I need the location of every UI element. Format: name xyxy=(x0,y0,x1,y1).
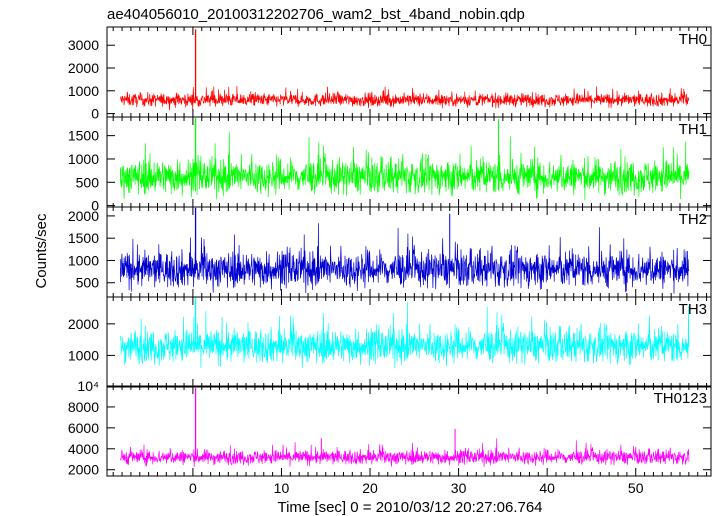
panel-label-th2: TH2 xyxy=(679,211,707,228)
panel-frame-th2 xyxy=(106,206,712,298)
y-tick-label: 1000 xyxy=(68,347,99,363)
y-tick-label: 2000 xyxy=(68,316,99,332)
panel-label-th0123: TH0123 xyxy=(654,390,707,407)
y-tick-label: 500 xyxy=(76,174,100,190)
y-tick-label: 1500 xyxy=(68,230,99,246)
y-tick-label-top: 10⁴ xyxy=(77,378,99,394)
y-tick-label: 2000 xyxy=(68,60,99,76)
y-tick-label: 0 xyxy=(91,106,99,122)
series-th2 xyxy=(119,223,690,294)
y-tick-label: 0 xyxy=(91,198,99,214)
y-tick-label: 1000 xyxy=(68,83,99,99)
y-tick-label: 1000 xyxy=(68,252,99,268)
series-th0 xyxy=(119,85,690,111)
panels-group: TH00100020003000TH1050010001500TH2500100… xyxy=(68,26,712,496)
x-tick-label: 40 xyxy=(539,480,555,496)
y-axis-label: Counts/sec xyxy=(33,213,50,289)
x-tick-label: 50 xyxy=(628,480,644,496)
y-tick-label: 8000 xyxy=(68,399,99,415)
y-tick-label: 2000 xyxy=(68,462,99,478)
chart-title: ae404056010_20100312202706_wam2_bst_4ban… xyxy=(107,6,525,23)
y-tick-label: 3000 xyxy=(68,37,99,53)
panel-label-th1: TH1 xyxy=(679,121,707,138)
y-tick-label: 1500 xyxy=(68,128,99,144)
y-tick-label: 4000 xyxy=(68,441,99,457)
series-th3 xyxy=(119,302,690,369)
series-th1 xyxy=(119,132,690,201)
x-tick-label: 20 xyxy=(362,480,378,496)
panel-label-th0: TH0 xyxy=(679,31,707,48)
y-tick-label: 2000 xyxy=(68,208,99,224)
x-axis-label: Time [sec] 0 = 2010/03/12 20:27:06.764 xyxy=(277,499,542,516)
panel-label-th3: TH3 xyxy=(679,301,707,318)
series-th0123 xyxy=(119,438,690,468)
x-tick-label: 0 xyxy=(189,480,197,496)
x-tick-label: 30 xyxy=(451,480,467,496)
panel-frame-th0123 xyxy=(106,385,712,477)
y-tick-label: 1000 xyxy=(68,151,99,167)
y-tick-label: 6000 xyxy=(68,420,99,436)
y-tick-label: 500 xyxy=(76,275,100,291)
panel-frame-th3 xyxy=(106,296,712,388)
x-tick-label: 10 xyxy=(274,480,290,496)
